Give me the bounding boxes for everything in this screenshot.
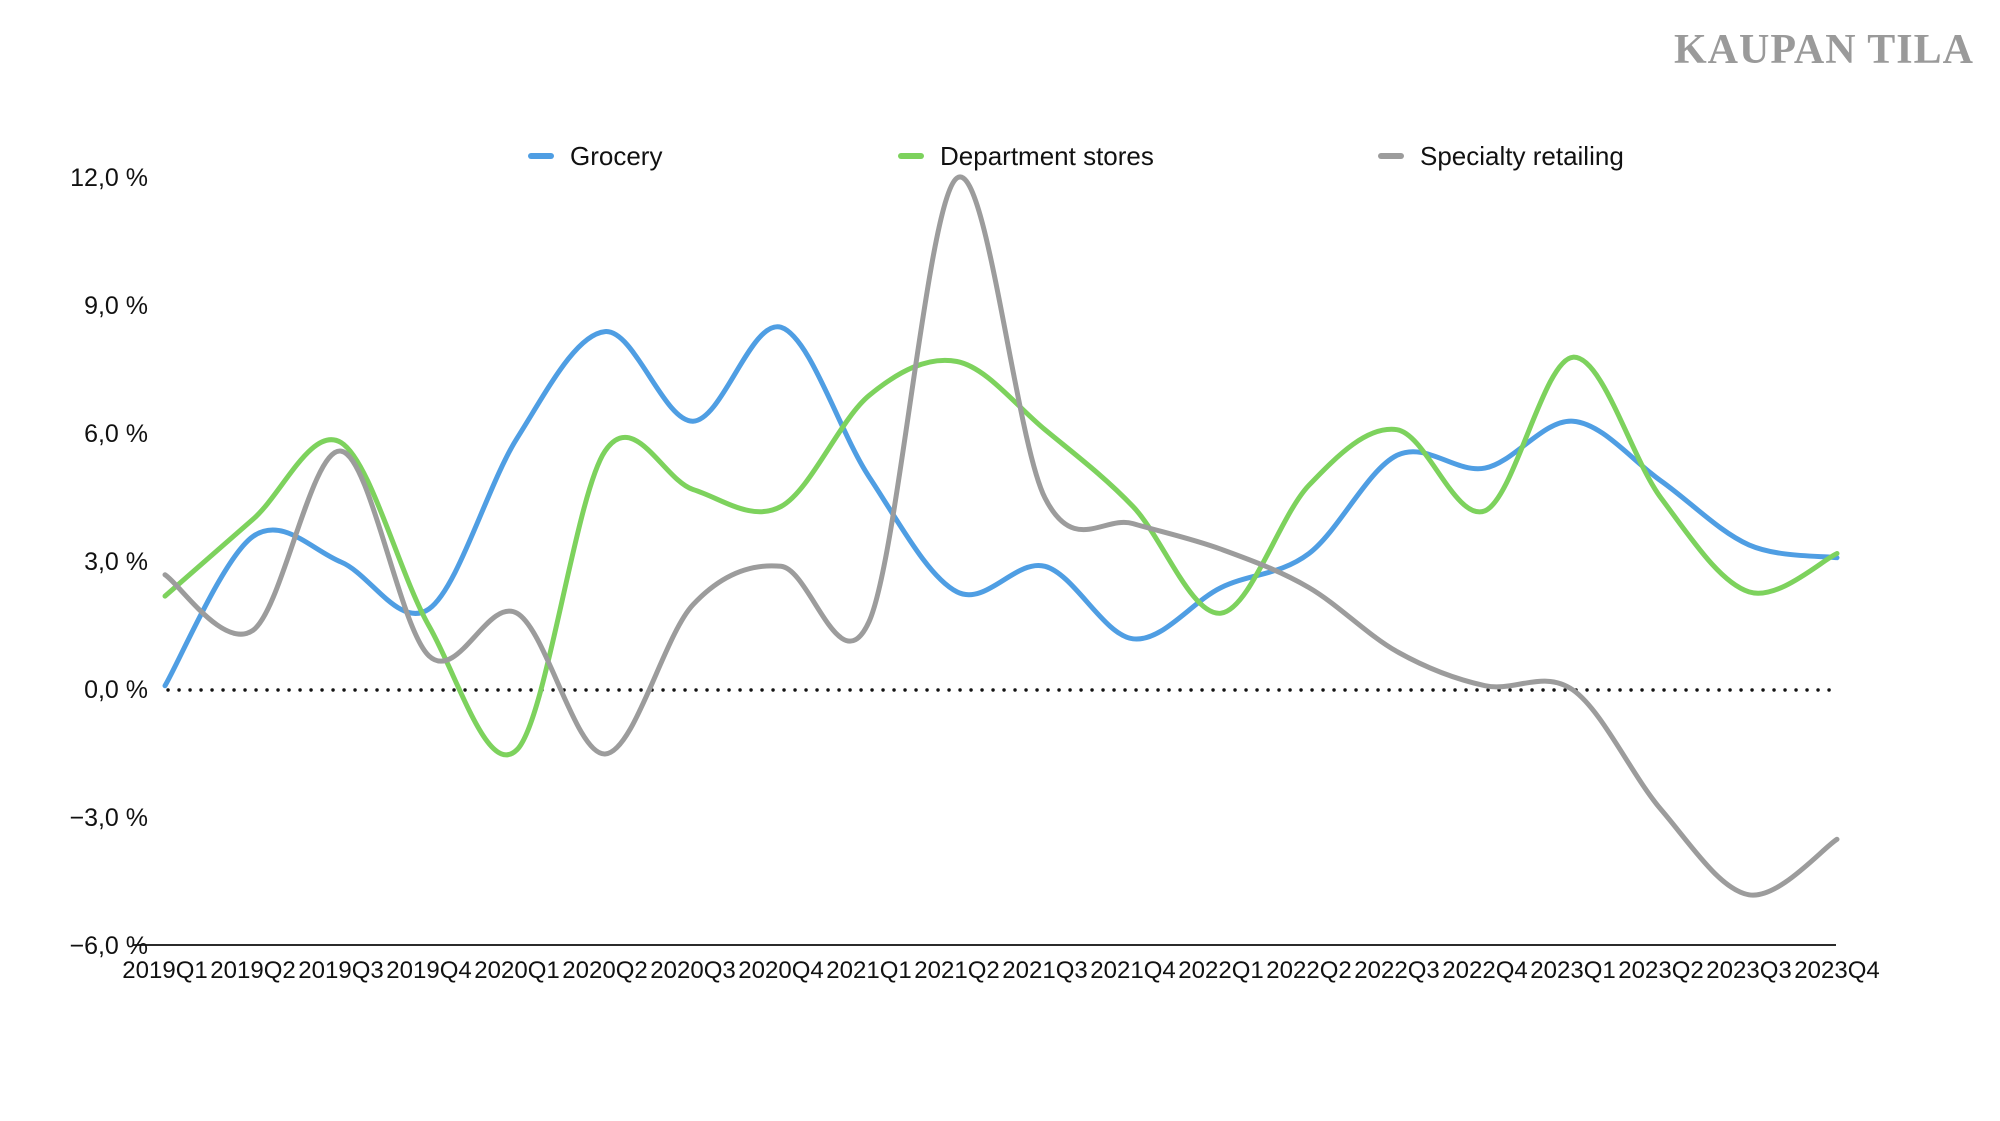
x-tick-label: 2019Q1 xyxy=(122,957,208,984)
x-tick-label: 2020Q1 xyxy=(474,957,560,984)
x-tick-label: 2022Q3 xyxy=(1354,957,1440,984)
legend-marker-grocery-icon xyxy=(528,153,554,159)
brand-logo: KAUPAN TILA xyxy=(1674,27,1974,73)
x-tick-label: 2019Q3 xyxy=(298,957,384,984)
x-tick-label: 2023Q1 xyxy=(1530,957,1616,984)
legend-label-specialty-retailing: Specialty retailing xyxy=(1420,140,1624,171)
x-tick-label: 2021Q4 xyxy=(1090,957,1176,984)
x-tick-label: 2019Q4 xyxy=(386,957,472,984)
x-tick-label: 2023Q4 xyxy=(1794,957,1880,984)
x-tick-label: 2022Q4 xyxy=(1442,957,1528,984)
x-tick-label: 2020Q3 xyxy=(650,957,736,984)
x-tick-label: 2022Q2 xyxy=(1266,957,1352,984)
series-line-specialty-retailing xyxy=(162,174,1840,898)
y-tick-label: 0,0 % xyxy=(84,676,148,704)
series-line-grocery xyxy=(162,324,1840,689)
x-tick-label: 2020Q2 xyxy=(562,957,648,984)
y-tick-label: 3,0 % xyxy=(84,547,148,576)
y-tick-label: −3,0 % xyxy=(69,804,148,832)
y-tick-label: 12,0 % xyxy=(70,163,148,192)
x-tick-label: 2022Q1 xyxy=(1178,957,1264,984)
legend-item-grocery[interactable]: Grocery xyxy=(528,141,662,171)
x-tick-label: 2021Q3 xyxy=(1002,957,1088,984)
legend-label-department-stores: Department stores xyxy=(940,140,1154,171)
y-tick-label: −6,0 % xyxy=(69,932,148,960)
legend-item-department-stores[interactable]: Department stores xyxy=(898,141,1154,171)
x-tick-label: 2021Q1 xyxy=(826,957,912,984)
legend-marker-department-stores-icon xyxy=(898,153,924,159)
legend-item-specialty-retailing[interactable]: Specialty retailing xyxy=(1378,141,1624,171)
x-tick-label: 2023Q2 xyxy=(1618,957,1704,984)
x-tick-label: 2021Q2 xyxy=(914,957,1000,984)
x-tick-label: 2023Q3 xyxy=(1706,957,1792,984)
y-tick-label: 9,0 % xyxy=(84,291,148,320)
legend-marker-specialty-retailing-icon xyxy=(1378,153,1404,159)
series-line-department-stores xyxy=(162,354,1840,758)
legend-label-grocery: Grocery xyxy=(570,140,663,171)
x-tick-label: 2020Q4 xyxy=(738,957,824,984)
y-tick-label: 6,0 % xyxy=(84,419,148,448)
x-tick-label: 2019Q2 xyxy=(210,957,296,984)
